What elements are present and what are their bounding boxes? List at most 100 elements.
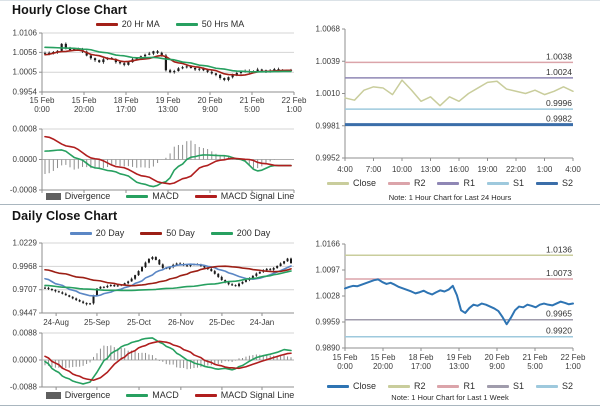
svg-text:1.0010: 1.0010 xyxy=(316,89,341,98)
svg-text:1.0056: 1.0056 xyxy=(13,48,38,57)
legend-macd: MACD xyxy=(126,390,179,400)
hourly-ma-legend: 20 Hr MA 50 Hrs MA xyxy=(40,18,300,30)
svg-text:20 Feb: 20 Feb xyxy=(485,353,510,362)
legend-divergence: Divergence xyxy=(45,191,110,201)
svg-text:21 Feb: 21 Feb xyxy=(523,353,548,362)
hourly-macd-legend: Divergence MACD MACD Signal Line xyxy=(40,190,300,202)
svg-text:7:00: 7:00 xyxy=(366,165,382,174)
weekly-pivot-note: Note: 1 Hour Chart for Last 1 Week xyxy=(391,393,509,402)
legend-s1: S1 xyxy=(487,381,524,391)
svg-text:0:00: 0:00 xyxy=(34,105,50,114)
svg-text:4:00: 4:00 xyxy=(565,165,581,174)
svg-text:24-Aug: 24-Aug xyxy=(43,318,69,327)
legend-macd-signal: MACD Signal Line xyxy=(194,390,294,400)
line-swatch-icon xyxy=(437,181,460,185)
svg-text:22 Feb: 22 Feb xyxy=(282,96,307,105)
svg-text:0.9920: 0.9920 xyxy=(546,326,572,336)
svg-text:20:00: 20:00 xyxy=(74,105,95,114)
svg-text:26-Nov: 26-Nov xyxy=(168,318,194,327)
legend-divergence: Divergence xyxy=(45,390,110,400)
svg-text:1.0039: 1.0039 xyxy=(316,57,341,66)
svg-text:1:00: 1:00 xyxy=(565,362,581,371)
svg-text:24-Jan: 24-Jan xyxy=(250,318,274,327)
line-swatch-icon xyxy=(536,384,559,388)
svg-text:-0.0088: -0.0088 xyxy=(10,383,38,392)
svg-text:0.9952: 0.9952 xyxy=(316,154,341,163)
svg-text:1.0073: 1.0073 xyxy=(546,268,572,278)
legend-s2: S2 xyxy=(536,381,573,391)
svg-text:1.0005: 1.0005 xyxy=(13,68,38,77)
svg-text:1.0028: 1.0028 xyxy=(316,292,341,301)
svg-text:19 Feb: 19 Feb xyxy=(156,96,181,105)
daily-macd-chart: 0.0088 0.0000 -0.0088 xyxy=(10,329,294,392)
svg-text:0.9965: 0.9965 xyxy=(546,309,572,319)
svg-text:0.0000: 0.0000 xyxy=(13,356,38,365)
svg-text:13:00: 13:00 xyxy=(158,105,179,114)
hourly-pivot-note: Note: 1 Hour Chart for Last 24 Hours xyxy=(388,193,512,202)
svg-text:16:00: 16:00 xyxy=(449,165,470,174)
svg-text:18 Feb: 18 Feb xyxy=(409,353,434,362)
line-swatch-icon xyxy=(387,384,410,388)
svg-text:17:00: 17:00 xyxy=(411,362,432,371)
hourly-pivot-legend: Close R2 R1 S1 S2 xyxy=(305,177,595,189)
line-swatch-icon xyxy=(126,194,149,198)
daily-section-title: Daily Close Chart xyxy=(12,209,118,223)
line-swatch-icon xyxy=(210,231,233,235)
legend-macd: MACD xyxy=(126,191,179,201)
svg-text:1:00: 1:00 xyxy=(537,165,553,174)
svg-text:0:00: 0:00 xyxy=(337,362,353,371)
svg-text:0.9954: 0.9954 xyxy=(13,88,38,97)
line-swatch-icon xyxy=(194,194,217,198)
line-swatch-icon xyxy=(437,384,460,388)
svg-text:25-Oct: 25-Oct xyxy=(127,318,152,327)
line-swatch-icon xyxy=(326,384,349,388)
daily-price-chart: 1.0229 0.9968 0.9707 0.9447 24-Aug 25-Sep 25-O… xyxy=(13,239,294,327)
svg-text:25-Sep: 25-Sep xyxy=(84,318,110,327)
line-swatch-icon xyxy=(95,22,118,26)
line-swatch-icon xyxy=(126,393,149,397)
svg-text:1.0106: 1.0106 xyxy=(13,29,38,38)
svg-text:22:00: 22:00 xyxy=(506,165,527,174)
legend-50day-ma: 50 Day xyxy=(140,228,195,238)
legend-20day-ma: 20 Day xyxy=(69,228,124,238)
svg-text:22 Feb: 22 Feb xyxy=(561,353,586,362)
svg-text:1.0024: 1.0024 xyxy=(546,67,572,77)
svg-text:1:00: 1:00 xyxy=(286,105,302,114)
legend-r1: R1 xyxy=(437,381,475,391)
svg-text:13:00: 13:00 xyxy=(449,362,470,371)
legend-r2: R2 xyxy=(387,381,425,391)
line-swatch-icon xyxy=(487,181,509,185)
line-swatch-icon xyxy=(140,231,163,235)
legend-20hr-ma: 20 Hr MA xyxy=(95,19,160,29)
svg-text:9:00: 9:00 xyxy=(202,105,218,114)
svg-text:0.0088: 0.0088 xyxy=(13,329,38,338)
bar-swatch-icon xyxy=(45,192,61,200)
svg-text:0.0008: 0.0008 xyxy=(13,125,38,134)
svg-text:1.0068: 1.0068 xyxy=(316,25,341,34)
line-swatch-icon xyxy=(175,22,198,26)
svg-text:25-Dec: 25-Dec xyxy=(209,318,235,327)
svg-text:17:00: 17:00 xyxy=(116,105,137,114)
svg-text:0.9890: 0.9890 xyxy=(316,344,341,353)
line-swatch-icon xyxy=(536,181,559,185)
svg-text:5:00: 5:00 xyxy=(527,362,543,371)
hourly-section-title: Hourly Close Chart xyxy=(12,3,128,17)
svg-text:21 Feb: 21 Feb xyxy=(240,96,265,105)
svg-text:1.0166: 1.0166 xyxy=(316,240,341,249)
legend-close: Close xyxy=(326,381,376,391)
legend-50hr-ma: 50 Hrs MA xyxy=(175,19,244,29)
svg-text:0.9981: 0.9981 xyxy=(316,121,341,130)
svg-text:10:00: 10:00 xyxy=(392,165,413,174)
svg-text:1.0097: 1.0097 xyxy=(316,266,341,275)
svg-text:0.9982: 0.9982 xyxy=(546,114,572,124)
bar-swatch-icon xyxy=(45,391,61,399)
legend-s2: S2 xyxy=(536,178,573,188)
daily-macd-legend: Divergence MACD MACD Signal Line xyxy=(40,389,300,401)
svg-text:0.9447: 0.9447 xyxy=(13,309,38,318)
svg-text:5:00: 5:00 xyxy=(244,105,260,114)
legend-macd-signal: MACD Signal Line xyxy=(194,191,294,201)
svg-text:1.0038: 1.0038 xyxy=(546,51,572,61)
